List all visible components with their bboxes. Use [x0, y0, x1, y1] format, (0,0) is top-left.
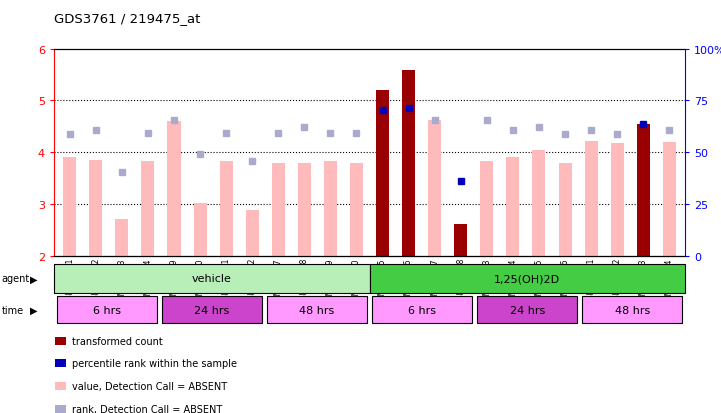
Bar — [56, 337, 66, 345]
Bar — [583, 297, 682, 323]
Text: ▶: ▶ — [30, 305, 37, 315]
Bar — [89, 161, 102, 256]
Text: value, Detection Call = ABSENT: value, Detection Call = ABSENT — [72, 381, 227, 391]
Bar — [141, 161, 154, 256]
Bar — [63, 158, 76, 256]
Bar — [585, 142, 598, 256]
Bar — [376, 91, 389, 256]
Bar — [57, 297, 156, 323]
Text: 24 hrs: 24 hrs — [194, 305, 229, 315]
Bar — [56, 405, 66, 413]
Text: percentile rank within the sample: percentile rank within the sample — [72, 358, 237, 368]
Bar — [477, 297, 578, 323]
Bar — [167, 122, 180, 256]
Bar — [115, 220, 128, 256]
Bar — [506, 158, 519, 256]
Bar — [454, 224, 467, 256]
Bar — [611, 144, 624, 256]
Text: transformed count: transformed count — [72, 336, 163, 346]
Bar — [369, 264, 685, 293]
Bar — [267, 297, 367, 323]
Bar — [272, 163, 285, 256]
Bar — [402, 71, 415, 256]
Text: 48 hrs: 48 hrs — [615, 305, 650, 315]
Bar — [54, 264, 369, 293]
Bar — [480, 162, 493, 256]
Bar — [56, 359, 66, 368]
Text: 6 hrs: 6 hrs — [92, 305, 120, 315]
Bar — [663, 142, 676, 256]
Text: 48 hrs: 48 hrs — [299, 305, 335, 315]
Bar — [637, 124, 650, 256]
Text: time: time — [1, 305, 24, 315]
Text: GDS3761 / 219475_at: GDS3761 / 219475_at — [54, 12, 200, 25]
Bar — [162, 297, 262, 323]
Text: 6 hrs: 6 hrs — [408, 305, 436, 315]
Text: agent: agent — [1, 274, 30, 284]
Bar — [428, 121, 441, 256]
Text: 24 hrs: 24 hrs — [510, 305, 545, 315]
Bar — [220, 162, 233, 256]
Bar — [350, 163, 363, 256]
Bar — [532, 150, 546, 256]
Text: 1,25(OH)2D: 1,25(OH)2D — [494, 274, 560, 284]
Bar — [559, 163, 572, 256]
Bar — [246, 211, 259, 256]
Text: rank, Detection Call = ABSENT: rank, Detection Call = ABSENT — [72, 404, 222, 413]
Bar — [56, 382, 66, 390]
Text: vehicle: vehicle — [192, 274, 231, 284]
Bar — [372, 297, 472, 323]
Text: ▶: ▶ — [30, 274, 37, 284]
Bar — [324, 162, 337, 256]
Bar — [193, 203, 207, 256]
Bar — [298, 163, 311, 256]
